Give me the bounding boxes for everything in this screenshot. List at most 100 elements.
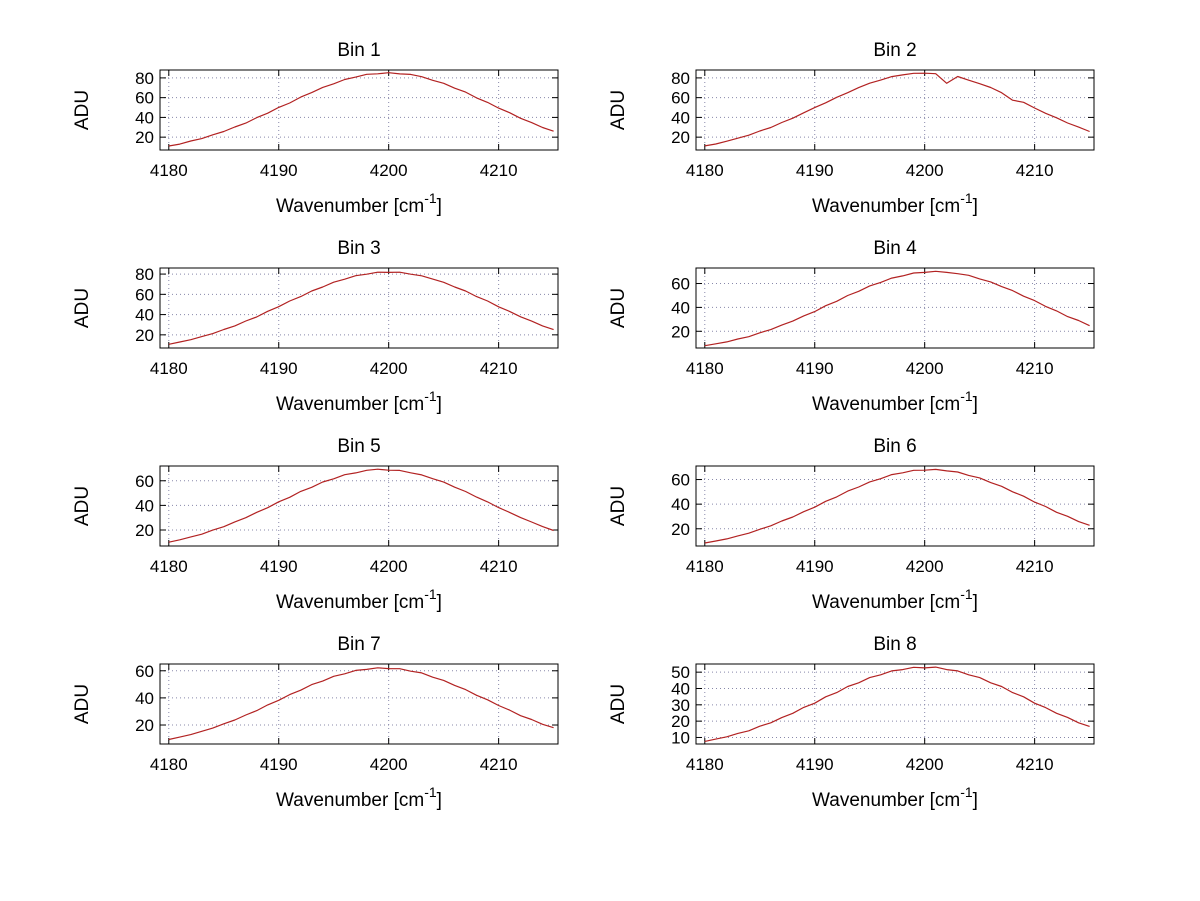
spectrum-line <box>168 468 554 543</box>
x-tick-label: 4200 <box>906 161 944 180</box>
subplot-bin-6: Bin 6 ADU Wavenumber [cm-1] 4180 4190 4200… <box>594 432 1114 630</box>
grid-lines <box>160 664 558 744</box>
x-axis-label-close: ] <box>973 592 978 613</box>
axis-box <box>695 663 1095 745</box>
plot-canvas: Bin 3 ADU Wavenumber [cm-1] 4180 4190 4200… <box>72 238 559 415</box>
x-axis-label-main: Wavenumber [cm <box>276 790 424 811</box>
y-tick-label: 80 <box>135 69 154 88</box>
subplot-bin-5: Bin 5 ADU Wavenumber [cm-1] 4180 4190 4200… <box>58 432 578 630</box>
x-axis-label: Wavenumber [cm-1] <box>812 784 978 811</box>
x-tick-label: 4200 <box>906 557 944 576</box>
x-tick-label: 4190 <box>260 557 298 576</box>
plot-title: Bin 1 <box>337 40 380 61</box>
grid-lines <box>696 70 1094 150</box>
x-tick-labels: 4180 4190 4200 4210 <box>150 161 518 180</box>
plot-canvas: Bin 7 ADU Wavenumber [cm-1] 4180 4190 4200… <box>72 634 559 811</box>
grid-lines <box>160 268 558 348</box>
x-tick-label: 4180 <box>686 557 724 576</box>
x-axis-label: Wavenumber [cm-1] <box>276 190 442 217</box>
y-tick-label: 60 <box>135 89 154 108</box>
x-tick-label: 4210 <box>480 161 518 180</box>
x-tick-label: 4210 <box>480 557 518 576</box>
grid-lines <box>696 664 1094 744</box>
spectrum-line <box>704 468 1090 544</box>
spectrum-line <box>704 72 1090 147</box>
y-tick-label: 80 <box>135 265 154 284</box>
x-tick-label: 4210 <box>1016 161 1054 180</box>
y-axis-label: ADU <box>608 684 629 724</box>
x-axis-label-close: ] <box>437 592 442 613</box>
subplot-bin-4: Bin 4 ADU Wavenumber [cm-1] 4180 4190 4200… <box>594 234 1114 432</box>
x-tick-label: 4190 <box>260 755 298 774</box>
x-tick-label: 4180 <box>150 161 188 180</box>
tick-marks <box>696 268 1094 348</box>
x-tick-label: 4180 <box>150 557 188 576</box>
y-tick-label: 40 <box>671 108 690 127</box>
x-axis-label-superscript: -1 <box>960 190 973 206</box>
plot-canvas: Bin 4 ADU Wavenumber [cm-1] 4180 4190 4200… <box>608 238 1095 415</box>
x-tick-label: 4190 <box>260 359 298 378</box>
x-axis-label-main: Wavenumber [cm <box>812 394 960 415</box>
y-tick-label: 60 <box>671 89 690 108</box>
subplot-bin-2: Bin 2 ADU Wavenumber [cm-1] 4180 4190 4200… <box>594 36 1114 234</box>
x-axis-label-main: Wavenumber [cm <box>276 394 424 415</box>
x-tick-labels: 4180 4190 4200 4210 <box>150 359 518 378</box>
axis-box <box>695 465 1095 547</box>
x-tick-label: 4210 <box>1016 359 1054 378</box>
plot-title: Bin 3 <box>337 238 380 259</box>
x-tick-label: 4210 <box>1016 755 1054 774</box>
plot-canvas: Bin 5 ADU Wavenumber [cm-1] 4180 4190 4200… <box>72 436 559 613</box>
plot-canvas: Bin 8 ADU Wavenumber [cm-1] 4180 4190 4200… <box>608 634 1095 811</box>
y-tick-label: 10 <box>671 728 690 747</box>
x-tick-label: 4200 <box>906 755 944 774</box>
y-tick-label: 60 <box>671 275 690 294</box>
y-tick-label: 20 <box>671 322 690 341</box>
x-tick-label: 4190 <box>796 359 834 378</box>
x-axis-label: Wavenumber [cm-1] <box>812 586 978 613</box>
subplot-bin-7: Bin 7 ADU Wavenumber [cm-1] 4180 4190 4200… <box>58 630 578 828</box>
x-axis-label-superscript: -1 <box>424 586 437 602</box>
y-tick-labels: 20 40 60 <box>135 662 154 735</box>
plot-title: Bin 5 <box>337 436 380 457</box>
x-axis-label-superscript: -1 <box>424 388 437 404</box>
x-axis-label-superscript: -1 <box>960 586 973 602</box>
tick-marks <box>696 466 1094 546</box>
x-axis-label: Wavenumber [cm-1] <box>276 784 442 811</box>
x-tick-label: 4190 <box>796 557 834 576</box>
x-tick-label: 4180 <box>686 755 724 774</box>
tick-marks <box>160 466 558 546</box>
x-axis-label-main: Wavenumber [cm <box>276 196 424 217</box>
y-tick-label: 60 <box>135 662 154 681</box>
x-tick-labels: 4180 4190 4200 4210 <box>150 755 518 774</box>
y-tick-label: 60 <box>135 472 154 491</box>
y-axis-label: ADU <box>72 486 93 526</box>
x-axis-label-close: ] <box>437 394 442 415</box>
x-tick-label: 4180 <box>686 161 724 180</box>
subplot-bin-3: Bin 3 ADU Wavenumber [cm-1] 4180 4190 4200… <box>58 234 578 432</box>
y-tick-labels: 20 40 60 <box>135 472 154 540</box>
plot-title: Bin 6 <box>873 436 916 457</box>
x-tick-label: 4190 <box>796 755 834 774</box>
x-axis-label-superscript: -1 <box>960 388 973 404</box>
subplot-bin-1: Bin 1 ADU Wavenumber [cm-1] 4180 4190 4200… <box>58 36 578 234</box>
y-tick-labels: 20 40 60 <box>671 471 690 539</box>
y-tick-label: 50 <box>671 663 690 682</box>
axis-box <box>695 267 1095 349</box>
y-axis-label: ADU <box>72 90 93 130</box>
spectrum-line <box>168 72 554 147</box>
axis-box <box>159 465 559 547</box>
y-tick-labels: 20 40 60 <box>671 275 690 342</box>
y-tick-label: 40 <box>671 495 690 514</box>
x-axis-label: Wavenumber [cm-1] <box>276 388 442 415</box>
plot-canvas: Bin 1 ADU Wavenumber [cm-1] 4180 4190 4200… <box>72 40 559 217</box>
grid-lines <box>160 466 558 546</box>
tick-marks <box>160 70 558 150</box>
x-axis-label-superscript: -1 <box>424 190 437 206</box>
x-tick-label: 4200 <box>370 161 408 180</box>
x-axis-label-superscript: -1 <box>424 784 437 800</box>
plot-title: Bin 8 <box>873 634 916 655</box>
x-axis-label-superscript: -1 <box>960 784 973 800</box>
x-tick-label: 4200 <box>370 755 408 774</box>
